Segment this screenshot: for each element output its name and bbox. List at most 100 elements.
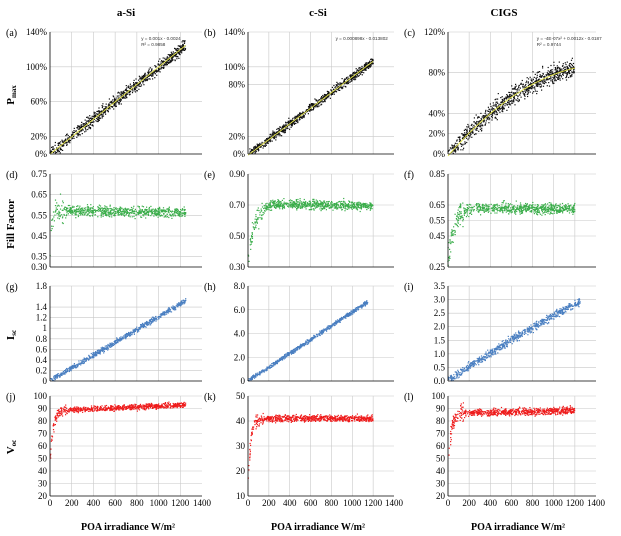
data-point: [366, 66, 368, 69]
data-point: [567, 66, 569, 68]
data-point: [272, 204, 274, 207]
data-point: [73, 135, 75, 137]
data-point: [492, 207, 494, 210]
scatter-points: [447, 200, 576, 266]
data-point: [506, 94, 508, 96]
data-point: [254, 226, 257, 228]
data-point: [535, 78, 537, 80]
column-title-a-si: a-Si: [117, 7, 135, 19]
data-point: [120, 211, 123, 213]
data-point: [312, 205, 314, 207]
data-point: [264, 144, 266, 146]
data-point: [344, 201, 346, 203]
data-point: [138, 212, 140, 214]
data-point: [96, 114, 98, 116]
data-point: [333, 85, 335, 87]
data-point: [459, 210, 461, 213]
data-point: [131, 211, 133, 213]
data-point: [519, 205, 521, 207]
data-point: [319, 101, 321, 103]
data-point: [500, 108, 502, 110]
data-point: [319, 101, 321, 103]
data-point: [67, 138, 69, 140]
data-point: [507, 209, 509, 211]
data-point: [327, 204, 329, 206]
data-point: [532, 71, 534, 73]
panel-letter: (d): [6, 170, 18, 181]
data-point: [460, 205, 462, 207]
data-point: [249, 244, 251, 246]
data-point: [460, 217, 462, 220]
data-point: [570, 69, 572, 71]
data-point: [511, 206, 513, 209]
data-point: [471, 213, 473, 215]
data-point: [133, 205, 135, 207]
data-point: [271, 140, 273, 142]
data-point: [159, 215, 161, 217]
data-point: [291, 203, 293, 205]
data-point: [256, 146, 258, 148]
data-point: [88, 210, 90, 212]
data-point: [302, 112, 304, 114]
data-point: [573, 68, 575, 70]
data-point: [527, 92, 529, 94]
data-point: [257, 144, 259, 147]
data-point: [511, 85, 513, 87]
data-point: [302, 116, 304, 118]
data-point: [166, 56, 168, 58]
data-point: [483, 210, 485, 212]
data-point: [142, 74, 145, 77]
data-point: [486, 204, 488, 206]
data-point: [181, 45, 183, 47]
data-point: [568, 205, 570, 207]
data-point: [289, 123, 292, 125]
data-point: [355, 208, 357, 210]
data-point: [332, 204, 334, 206]
data-point: [451, 234, 453, 236]
data-point: [140, 79, 142, 81]
data-point: [257, 207, 259, 209]
data-point: [495, 103, 497, 105]
data-point: [67, 137, 69, 139]
data-point: [451, 144, 453, 146]
data-point: [563, 66, 566, 68]
data-point: [123, 214, 125, 216]
data-point: [537, 71, 539, 73]
data-point: [289, 199, 292, 201]
data-point: [56, 149, 58, 151]
data-point: [564, 68, 566, 70]
data-point: [498, 209, 500, 211]
data-point: [292, 122, 294, 124]
data-point: [68, 137, 70, 139]
data-point: [302, 201, 304, 203]
data-point: [566, 72, 568, 74]
data-point: [291, 206, 293, 208]
data-point: [538, 84, 540, 86]
data-point: [466, 141, 468, 144]
data-point: [285, 124, 287, 126]
data-point: [493, 204, 495, 206]
data-point: [334, 207, 336, 209]
data-point: [102, 105, 104, 107]
data-point: [545, 74, 547, 76]
data-point: [66, 141, 68, 143]
data-point: [123, 93, 125, 95]
data-point: [73, 206, 75, 208]
data-point: [533, 76, 535, 78]
data-point: [534, 88, 536, 90]
data-point: [458, 136, 460, 138]
data-point: [144, 75, 146, 77]
data-point: [69, 207, 71, 209]
data-point: [349, 201, 351, 203]
data-point: [158, 207, 160, 210]
data-point: [502, 101, 504, 103]
data-point: [169, 58, 171, 60]
data-point: [98, 111, 100, 113]
data-point: [298, 203, 300, 206]
data-point: [139, 82, 141, 84]
data-point: [251, 149, 253, 151]
data-point: [297, 121, 299, 123]
data-point: [180, 209, 182, 211]
data-point: [558, 205, 560, 207]
data-point: [159, 68, 161, 70]
